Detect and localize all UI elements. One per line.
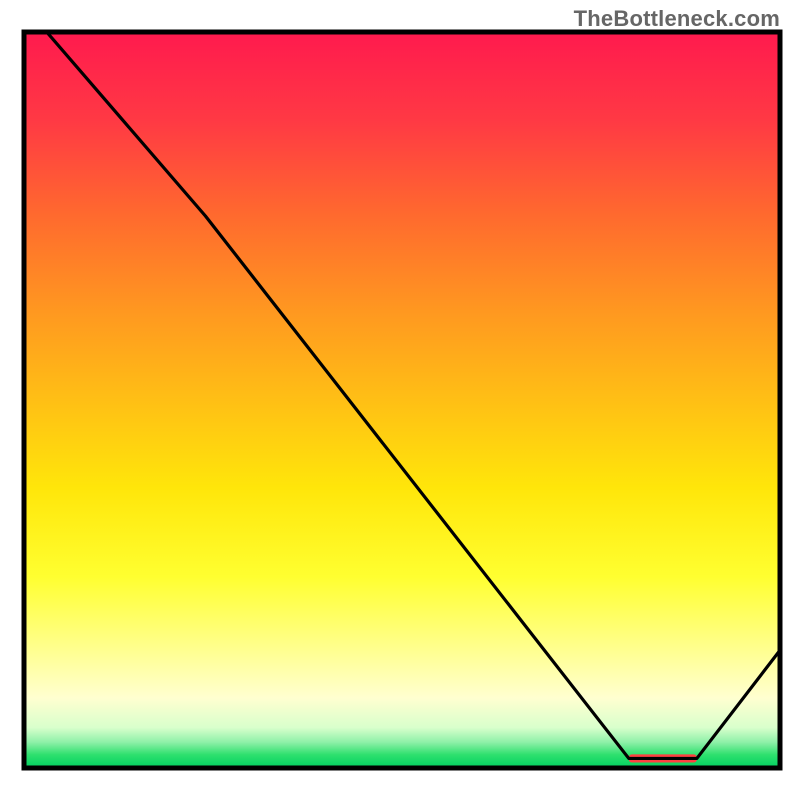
- chart-container: TheBottleneck.com: [0, 0, 800, 800]
- bottleneck-chart: [0, 0, 800, 800]
- plot-background: [24, 32, 780, 768]
